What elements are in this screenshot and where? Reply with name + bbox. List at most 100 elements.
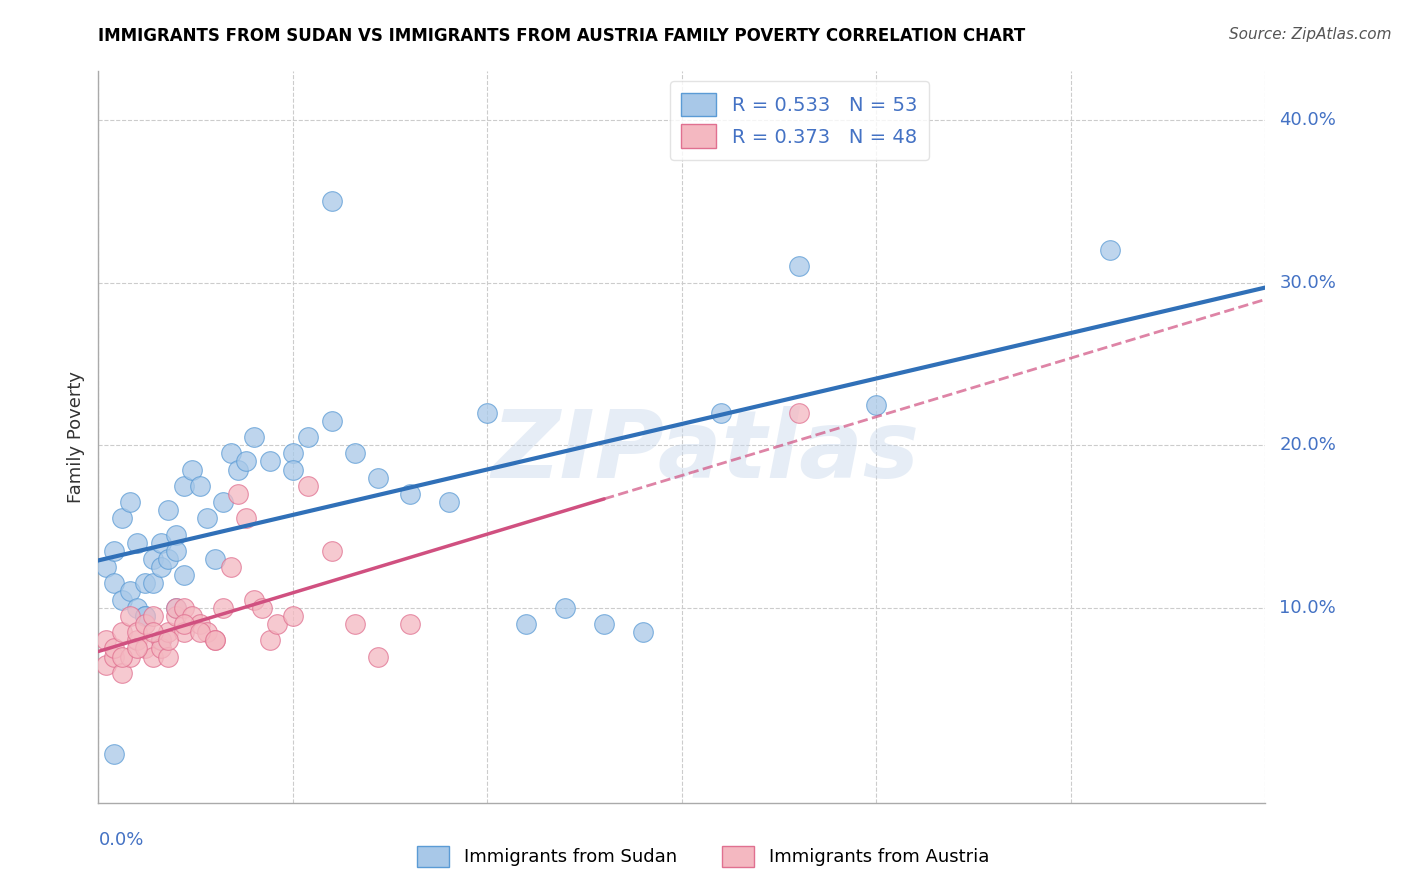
- Point: [103, 649, 125, 664]
- Point: [243, 430, 266, 444]
- Point: [250, 600, 273, 615]
- Point: [127, 600, 149, 615]
- Point: [297, 430, 319, 444]
- Point: [157, 633, 180, 648]
- Point: [118, 584, 141, 599]
- Point: [865, 398, 887, 412]
- Point: [367, 471, 389, 485]
- Point: [477, 406, 499, 420]
- Point: [157, 503, 180, 517]
- Point: [554, 600, 576, 615]
- Text: 40.0%: 40.0%: [1279, 112, 1336, 129]
- Point: [127, 633, 149, 648]
- Point: [398, 617, 420, 632]
- Point: [165, 600, 187, 615]
- Point: [180, 462, 202, 476]
- Text: 20.0%: 20.0%: [1279, 436, 1336, 454]
- Point: [235, 454, 257, 468]
- Point: [173, 617, 195, 632]
- Point: [111, 649, 134, 664]
- Point: [127, 535, 149, 549]
- Legend: Immigrants from Sudan, Immigrants from Austria: Immigrants from Sudan, Immigrants from A…: [409, 838, 997, 874]
- Point: [212, 600, 235, 615]
- Point: [165, 544, 187, 558]
- Point: [297, 479, 319, 493]
- Point: [149, 633, 172, 648]
- Point: [195, 625, 218, 640]
- Point: [188, 625, 211, 640]
- Text: 0.0%: 0.0%: [98, 830, 143, 848]
- Point: [204, 633, 226, 648]
- Point: [1098, 243, 1121, 257]
- Point: [111, 665, 134, 680]
- Point: [235, 511, 257, 525]
- Text: 10.0%: 10.0%: [1279, 599, 1336, 616]
- Point: [103, 544, 125, 558]
- Point: [134, 641, 156, 656]
- Point: [188, 479, 211, 493]
- Point: [228, 462, 250, 476]
- Point: [321, 414, 343, 428]
- Point: [149, 535, 172, 549]
- Point: [437, 495, 460, 509]
- Point: [157, 625, 180, 640]
- Point: [134, 608, 156, 623]
- Point: [710, 406, 733, 420]
- Point: [321, 194, 343, 209]
- Point: [266, 617, 288, 632]
- Point: [188, 617, 211, 632]
- Point: [111, 592, 134, 607]
- Point: [142, 608, 165, 623]
- Point: [219, 560, 242, 574]
- Point: [96, 657, 118, 672]
- Point: [127, 641, 149, 656]
- Point: [173, 625, 195, 640]
- Point: [195, 511, 218, 525]
- Point: [111, 625, 134, 640]
- Point: [134, 576, 156, 591]
- Point: [142, 649, 165, 664]
- Point: [118, 495, 141, 509]
- Point: [281, 462, 304, 476]
- Point: [259, 454, 281, 468]
- Point: [134, 617, 156, 632]
- Point: [157, 552, 180, 566]
- Point: [111, 511, 134, 525]
- Point: [367, 649, 389, 664]
- Point: [96, 560, 118, 574]
- Point: [149, 560, 172, 574]
- Text: Source: ZipAtlas.com: Source: ZipAtlas.com: [1229, 27, 1392, 42]
- Point: [228, 487, 250, 501]
- Point: [96, 633, 118, 648]
- Point: [134, 608, 156, 623]
- Point: [103, 641, 125, 656]
- Point: [103, 747, 125, 761]
- Point: [103, 576, 125, 591]
- Point: [243, 592, 266, 607]
- Text: IMMIGRANTS FROM SUDAN VS IMMIGRANTS FROM AUSTRIA FAMILY POVERTY CORRELATION CHAR: IMMIGRANTS FROM SUDAN VS IMMIGRANTS FROM…: [98, 27, 1025, 45]
- Point: [173, 600, 195, 615]
- Point: [118, 608, 141, 623]
- Point: [259, 633, 281, 648]
- Point: [180, 608, 202, 623]
- Point: [149, 633, 172, 648]
- Point: [204, 552, 226, 566]
- Point: [149, 641, 172, 656]
- Text: 30.0%: 30.0%: [1279, 274, 1336, 292]
- Point: [515, 617, 537, 632]
- Point: [281, 446, 304, 460]
- Point: [787, 260, 810, 274]
- Point: [173, 568, 195, 582]
- Point: [593, 617, 616, 632]
- Point: [127, 625, 149, 640]
- Point: [212, 495, 235, 509]
- Y-axis label: Family Poverty: Family Poverty: [66, 371, 84, 503]
- Legend: R = 0.533   N = 53, R = 0.373   N = 48: R = 0.533 N = 53, R = 0.373 N = 48: [669, 81, 929, 160]
- Point: [787, 406, 810, 420]
- Point: [165, 527, 187, 541]
- Point: [219, 446, 242, 460]
- Point: [165, 600, 187, 615]
- Point: [165, 608, 187, 623]
- Point: [157, 649, 180, 664]
- Point: [204, 633, 226, 648]
